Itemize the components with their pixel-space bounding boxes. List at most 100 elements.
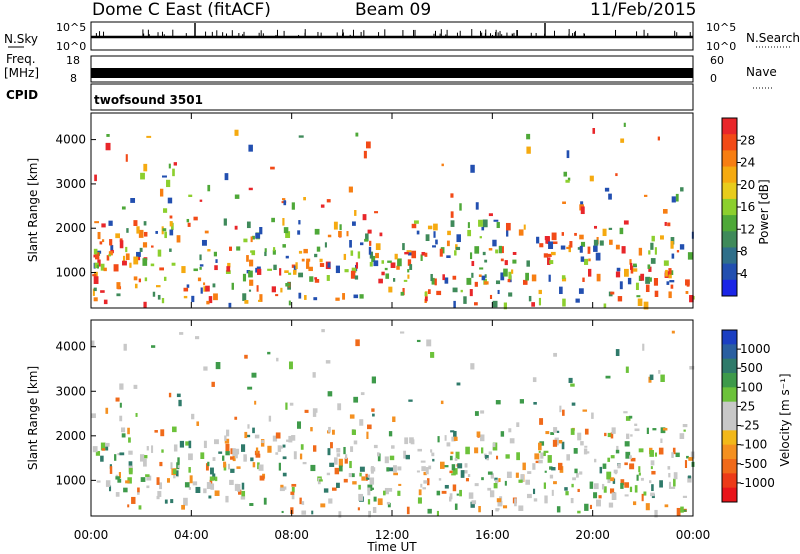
velocity-cell	[605, 375, 611, 379]
cpid-panel: CPID twofsound 3501	[6, 83, 694, 111]
power-cell	[538, 297, 542, 306]
power-cell	[619, 227, 624, 235]
velocity-cell	[454, 503, 458, 510]
power-cell	[654, 290, 659, 297]
power-cell	[551, 232, 557, 241]
velocity-cell	[179, 332, 184, 335]
velocity-cell	[353, 396, 359, 403]
power-cell	[359, 294, 364, 299]
velocity-cell	[456, 493, 459, 496]
velocity-cell	[137, 487, 140, 493]
power-cell	[162, 228, 167, 232]
power-cell	[482, 219, 488, 228]
power-cell	[654, 247, 657, 255]
velocity-cell	[508, 428, 512, 433]
power-cell	[481, 226, 485, 231]
power-cell	[95, 252, 100, 260]
power-cell	[191, 295, 195, 303]
velocity-cell	[398, 483, 402, 486]
nsearch-tick-top: 10^5	[706, 21, 736, 34]
power-cell	[105, 142, 111, 151]
velocity-cell	[177, 457, 180, 465]
power-cell	[446, 255, 451, 258]
power-cell	[101, 239, 105, 243]
velocity-cell	[658, 447, 664, 455]
power-cell	[355, 132, 359, 137]
velocity-cell	[301, 510, 307, 515]
velocity-cell	[247, 424, 250, 429]
velocity-cell	[128, 450, 133, 455]
power-cell	[159, 267, 164, 271]
velocity-cell	[338, 458, 343, 467]
cpid-label: CPID	[6, 88, 38, 102]
power-cell	[284, 270, 289, 273]
power-cell	[471, 272, 474, 278]
velocity-cell	[208, 495, 212, 499]
velocity-colorbar-tick-label: 500	[740, 361, 763, 375]
velocity-cell	[539, 441, 545, 446]
power-cell	[126, 228, 129, 233]
power-cell	[388, 286, 393, 293]
power-cell	[119, 238, 123, 242]
velocity-cell	[135, 412, 138, 417]
velocity-cell	[416, 470, 420, 473]
velocity-cell	[344, 454, 348, 460]
velocity-cell	[496, 455, 499, 460]
velocity-cell	[128, 467, 133, 475]
velocity-cell	[267, 445, 272, 453]
power-cell	[349, 240, 352, 248]
velocity-cell	[418, 489, 422, 496]
power-cell	[285, 231, 291, 238]
velocity-cell	[551, 467, 556, 471]
power-cell	[256, 285, 259, 292]
velocity-cell	[125, 480, 130, 484]
velocity-cell	[200, 452, 205, 460]
power-cell	[643, 194, 648, 197]
velocity-cell	[571, 483, 574, 488]
velocity-cell	[156, 477, 160, 485]
velocity-cell	[207, 461, 210, 467]
velocity-cell	[580, 441, 584, 446]
velocity-cell	[687, 475, 692, 479]
power-cell	[264, 248, 267, 253]
power-cell	[394, 253, 398, 260]
power-cell	[665, 269, 668, 277]
velocity-cell	[100, 442, 106, 451]
velocity-cell	[371, 376, 377, 384]
velocity-cell	[359, 466, 365, 472]
power-cell	[580, 256, 585, 262]
velocity-cell	[652, 428, 657, 431]
power-cell	[470, 164, 475, 173]
power-cell	[146, 135, 152, 138]
velocity-cell	[302, 461, 307, 465]
power-cell	[474, 302, 478, 306]
power-cell	[460, 289, 463, 293]
power-cell	[248, 144, 253, 152]
velocity-cell	[123, 487, 128, 493]
power-cell	[136, 226, 140, 234]
power-cell	[365, 141, 371, 149]
velocity-cell	[426, 478, 430, 486]
velocity-cell	[427, 508, 432, 514]
velocity-cell	[92, 446, 98, 453]
velocity-cell	[493, 482, 498, 489]
velocity-cell	[119, 415, 123, 422]
velocity-cell	[497, 500, 503, 507]
power-cell	[482, 251, 486, 256]
velocity-cell	[177, 465, 180, 468]
velocity-cell	[420, 460, 426, 463]
power-cell	[121, 206, 126, 210]
velocity-cell	[570, 498, 574, 504]
power-cell	[587, 268, 592, 277]
power-cell	[623, 122, 626, 127]
velocity-cell	[406, 506, 410, 515]
power-cell	[375, 243, 381, 251]
power-cell	[357, 251, 361, 259]
velocity-cell	[470, 501, 475, 508]
velocity-cell	[291, 435, 296, 441]
velocity-cell	[598, 495, 602, 499]
power-cell	[450, 211, 454, 218]
velocity-cell	[254, 400, 257, 405]
power-cell	[566, 246, 571, 250]
velocity-cell	[478, 506, 481, 513]
